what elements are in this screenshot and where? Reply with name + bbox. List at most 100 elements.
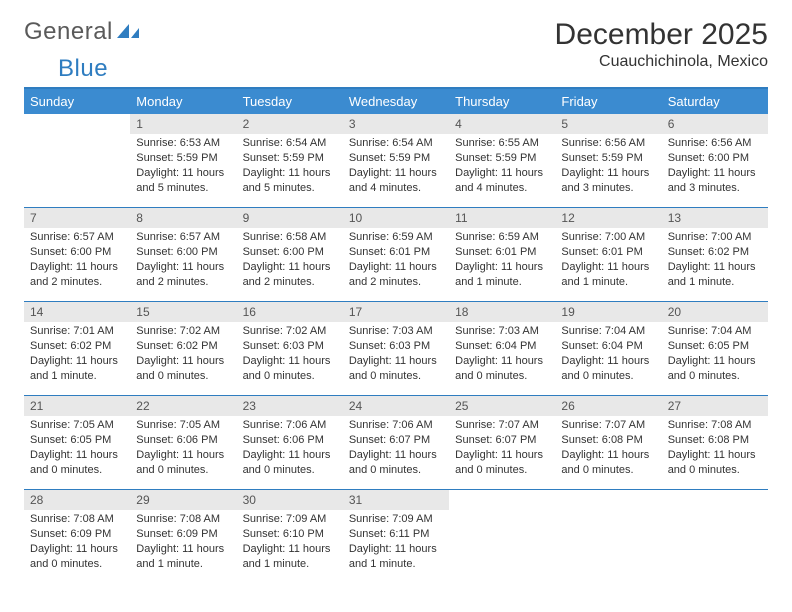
brand-part1: General <box>24 18 113 46</box>
day-body: Sunrise: 6:54 AMSunset: 5:59 PMDaylight:… <box>343 134 449 201</box>
day-cell: 21Sunrise: 7:05 AMSunset: 6:05 PMDayligh… <box>24 396 130 484</box>
day-cell: 26Sunrise: 7:07 AMSunset: 6:08 PMDayligh… <box>555 396 661 484</box>
sunset-line: Sunset: 6:06 PM <box>243 433 337 448</box>
daylight-line-2: and 0 minutes. <box>136 369 230 384</box>
daylight-line-2: and 0 minutes. <box>349 369 443 384</box>
day-number: 16 <box>237 302 343 322</box>
day-body: Sunrise: 7:02 AMSunset: 6:03 PMDaylight:… <box>237 322 343 389</box>
daylight-line-1: Daylight: 11 hours <box>136 166 230 181</box>
sunrise-line: Sunrise: 6:58 AM <box>243 230 337 245</box>
daylight-line-1: Daylight: 11 hours <box>349 354 443 369</box>
day-body: Sunrise: 7:05 AMSunset: 6:05 PMDaylight:… <box>24 416 130 483</box>
day-number: 6 <box>662 114 768 134</box>
day-cell <box>449 490 555 578</box>
sunrise-line: Sunrise: 7:07 AM <box>455 418 549 433</box>
daylight-line-2: and 0 minutes. <box>668 369 762 384</box>
sunset-line: Sunset: 5:59 PM <box>561 151 655 166</box>
day-body: Sunrise: 7:09 AMSunset: 6:10 PMDaylight:… <box>237 510 343 577</box>
brand-logo: General <box>24 18 141 46</box>
day-cell: 7Sunrise: 6:57 AMSunset: 6:00 PMDaylight… <box>24 208 130 296</box>
day-number: 12 <box>555 208 661 228</box>
day-number: 26 <box>555 396 661 416</box>
day-body: Sunrise: 6:58 AMSunset: 6:00 PMDaylight:… <box>237 228 343 295</box>
day-number: 22 <box>130 396 236 416</box>
day-number: 18 <box>449 302 555 322</box>
day-cell: 31Sunrise: 7:09 AMSunset: 6:11 PMDayligh… <box>343 490 449 578</box>
calendar-page: General December 2025 Cuauchichinola, Me… <box>0 0 792 578</box>
sunrise-line: Sunrise: 7:02 AM <box>243 324 337 339</box>
sunrise-line: Sunrise: 6:55 AM <box>455 136 549 151</box>
day-cell: 5Sunrise: 6:56 AMSunset: 5:59 PMDaylight… <box>555 114 661 202</box>
daylight-line-2: and 3 minutes. <box>561 181 655 196</box>
day-cell: 27Sunrise: 7:08 AMSunset: 6:08 PMDayligh… <box>662 396 768 484</box>
daylight-line-2: and 5 minutes. <box>136 181 230 196</box>
sunrise-line: Sunrise: 7:09 AM <box>349 512 443 527</box>
sunset-line: Sunset: 6:04 PM <box>455 339 549 354</box>
daylight-line-1: Daylight: 11 hours <box>561 260 655 275</box>
daylight-line-2: and 1 minute. <box>243 557 337 572</box>
sunset-line: Sunset: 6:03 PM <box>349 339 443 354</box>
day-body: Sunrise: 6:56 AMSunset: 5:59 PMDaylight:… <box>555 134 661 201</box>
sunset-line: Sunset: 6:02 PM <box>668 245 762 260</box>
sunrise-line: Sunrise: 7:04 AM <box>668 324 762 339</box>
day-number: 21 <box>24 396 130 416</box>
daylight-line-2: and 0 minutes. <box>668 463 762 478</box>
daylight-line-1: Daylight: 11 hours <box>243 166 337 181</box>
day-number: 9 <box>237 208 343 228</box>
day-cell: 25Sunrise: 7:07 AMSunset: 6:07 PMDayligh… <box>449 396 555 484</box>
day-number: 15 <box>130 302 236 322</box>
day-body: Sunrise: 7:08 AMSunset: 6:09 PMDaylight:… <box>24 510 130 577</box>
day-cell: 23Sunrise: 7:06 AMSunset: 6:06 PMDayligh… <box>237 396 343 484</box>
week-row: 14Sunrise: 7:01 AMSunset: 6:02 PMDayligh… <box>24 302 768 390</box>
day-body: Sunrise: 7:03 AMSunset: 6:03 PMDaylight:… <box>343 322 449 389</box>
day-cell <box>24 114 130 202</box>
day-body: Sunrise: 6:53 AMSunset: 5:59 PMDaylight:… <box>130 134 236 201</box>
sunrise-line: Sunrise: 7:08 AM <box>136 512 230 527</box>
sunset-line: Sunset: 5:59 PM <box>349 151 443 166</box>
day-number: 5 <box>555 114 661 134</box>
daylight-line-2: and 5 minutes. <box>243 181 337 196</box>
day-number: 8 <box>130 208 236 228</box>
day-body: Sunrise: 6:57 AMSunset: 6:00 PMDaylight:… <box>130 228 236 295</box>
daylight-line-1: Daylight: 11 hours <box>455 166 549 181</box>
sunrise-line: Sunrise: 7:04 AM <box>561 324 655 339</box>
weekday-header: Monday <box>130 89 236 114</box>
day-cell: 24Sunrise: 7:06 AMSunset: 6:07 PMDayligh… <box>343 396 449 484</box>
sunset-line: Sunset: 6:09 PM <box>30 527 124 542</box>
day-body: Sunrise: 6:59 AMSunset: 6:01 PMDaylight:… <box>343 228 449 295</box>
sunrise-line: Sunrise: 7:08 AM <box>668 418 762 433</box>
sunset-line: Sunset: 5:59 PM <box>243 151 337 166</box>
daylight-line-2: and 1 minute. <box>561 275 655 290</box>
day-cell: 8Sunrise: 6:57 AMSunset: 6:00 PMDaylight… <box>130 208 236 296</box>
day-number: 24 <box>343 396 449 416</box>
day-cell: 6Sunrise: 6:56 AMSunset: 6:00 PMDaylight… <box>662 114 768 202</box>
day-number: 30 <box>237 490 343 510</box>
sunset-line: Sunset: 5:59 PM <box>455 151 549 166</box>
daylight-line-2: and 1 minute. <box>136 557 230 572</box>
calendar-head: SundayMondayTuesdayWednesdayThursdayFrid… <box>24 89 768 114</box>
day-body: Sunrise: 7:08 AMSunset: 6:08 PMDaylight:… <box>662 416 768 483</box>
sunrise-line: Sunrise: 7:06 AM <box>349 418 443 433</box>
sunset-line: Sunset: 6:03 PM <box>243 339 337 354</box>
sunrise-line: Sunrise: 7:08 AM <box>30 512 124 527</box>
calendar-table: SundayMondayTuesdayWednesdayThursdayFrid… <box>24 89 768 578</box>
daylight-line-1: Daylight: 11 hours <box>668 260 762 275</box>
daylight-line-1: Daylight: 11 hours <box>136 354 230 369</box>
sunset-line: Sunset: 6:01 PM <box>561 245 655 260</box>
weekday-header: Sunday <box>24 89 130 114</box>
sunset-line: Sunset: 6:07 PM <box>349 433 443 448</box>
sunrise-line: Sunrise: 7:01 AM <box>30 324 124 339</box>
sunrise-line: Sunrise: 6:57 AM <box>136 230 230 245</box>
sunrise-line: Sunrise: 7:00 AM <box>668 230 762 245</box>
day-cell: 3Sunrise: 6:54 AMSunset: 5:59 PMDaylight… <box>343 114 449 202</box>
daylight-line-2: and 4 minutes. <box>455 181 549 196</box>
weekday-row: SundayMondayTuesdayWednesdayThursdayFrid… <box>24 89 768 114</box>
day-body: Sunrise: 7:09 AMSunset: 6:11 PMDaylight:… <box>343 510 449 577</box>
day-body: Sunrise: 6:59 AMSunset: 6:01 PMDaylight:… <box>449 228 555 295</box>
title-block: December 2025 Cuauchichinola, Mexico <box>555 18 768 71</box>
day-body: Sunrise: 7:06 AMSunset: 6:07 PMDaylight:… <box>343 416 449 483</box>
day-number: 1 <box>130 114 236 134</box>
day-cell: 15Sunrise: 7:02 AMSunset: 6:02 PMDayligh… <box>130 302 236 390</box>
daylight-line-1: Daylight: 11 hours <box>455 354 549 369</box>
sunset-line: Sunset: 6:08 PM <box>668 433 762 448</box>
